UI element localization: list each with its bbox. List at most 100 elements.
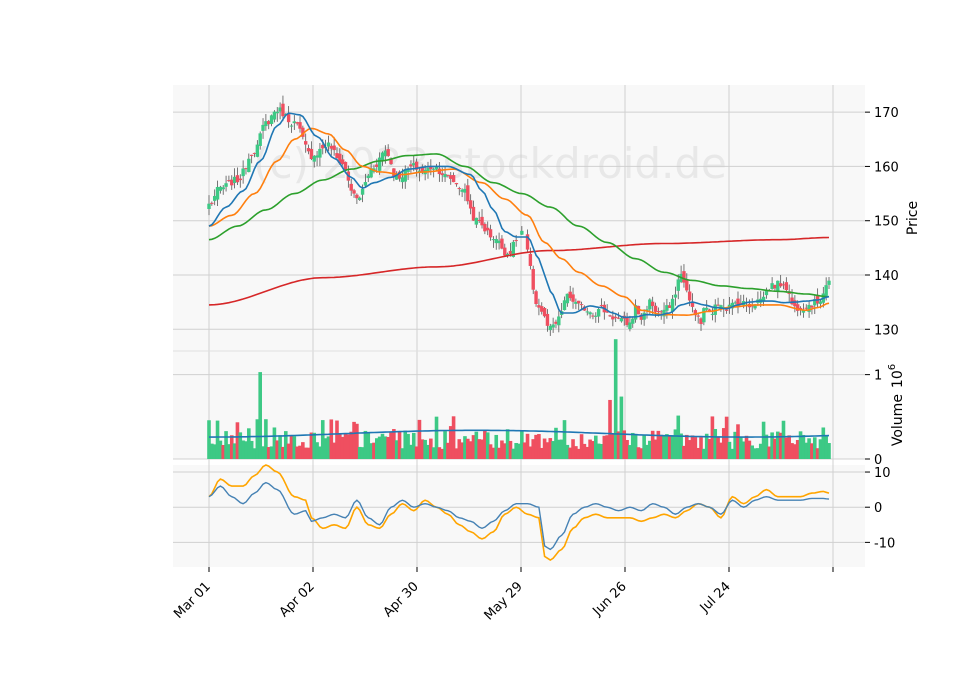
volume-bar-up: [520, 430, 524, 459]
volume-bar-down: [534, 434, 538, 459]
volume-bar-down: [301, 442, 305, 459]
candle-down: [810, 305, 814, 308]
volume-bar-down: [568, 447, 572, 459]
candle-down: [449, 175, 453, 179]
candle-up: [369, 168, 373, 178]
candle-down: [542, 307, 547, 317]
volume-bar-up: [753, 448, 757, 459]
candle-up: [275, 111, 279, 114]
volume-bar-down: [446, 442, 450, 459]
candle-up: [431, 168, 436, 170]
candle-up: [574, 301, 578, 304]
candle-down: [298, 122, 302, 129]
volume-bar-down: [349, 431, 354, 459]
candle-up: [770, 283, 774, 290]
volume-bar-up: [619, 396, 624, 459]
volume-bar-up: [312, 432, 317, 459]
candle-up: [400, 177, 405, 183]
candle-up: [395, 175, 399, 180]
volume-bar-up: [801, 434, 806, 459]
volume-bar-down: [397, 431, 402, 459]
volume-bar-down: [420, 439, 425, 459]
volume-bar-up: [628, 445, 632, 459]
volume-bar-down: [542, 438, 547, 459]
candle-down: [656, 310, 661, 313]
candle-down: [244, 168, 248, 170]
candle-down: [409, 164, 413, 167]
candle-down: [451, 175, 456, 183]
volume-bar-up: [269, 446, 274, 459]
volume-bar-down: [477, 439, 481, 459]
volume-bar-down: [690, 435, 695, 459]
volume-bar-down: [767, 446, 772, 459]
candle-up: [818, 301, 823, 304]
volume-bar-down: [625, 439, 629, 459]
candle-down: [781, 284, 786, 286]
volume-bar-down: [574, 446, 578, 459]
candle-down: [414, 161, 419, 170]
volume-bar-up: [821, 427, 826, 459]
x-tick-label: Apr 02: [277, 579, 318, 620]
volume-bar-up: [679, 433, 683, 459]
candle-down: [599, 305, 604, 307]
oscillator-panel: [173, 465, 865, 567]
volume-bar-up: [409, 444, 413, 459]
candle-down: [724, 309, 729, 311]
candle-down: [653, 305, 658, 312]
volume-bar-down: [653, 439, 658, 459]
candle-down: [796, 304, 800, 311]
volume-bar-up: [670, 435, 675, 459]
volume-bar-down: [508, 440, 513, 459]
candle-up: [491, 239, 496, 241]
candle-up: [548, 325, 552, 331]
candle-up: [426, 167, 430, 172]
volume-bar-down: [448, 426, 453, 459]
candle-up: [315, 155, 319, 158]
volume-bar-up: [704, 433, 709, 459]
volume-bar-down: [605, 435, 609, 459]
volume-bar-down: [309, 432, 314, 459]
volume-bar-down: [548, 438, 553, 459]
candle-down: [457, 188, 461, 190]
volume-bar-down: [636, 447, 641, 459]
volume-bar-down: [667, 436, 672, 459]
volume-bar-up: [642, 435, 646, 459]
candle-down: [352, 190, 356, 194]
volume-y-tick-label: 0: [874, 453, 882, 468]
volume-bar-up: [807, 438, 811, 459]
candle-up: [363, 182, 368, 186]
volume-bar-down: [622, 430, 627, 459]
candle-up: [733, 302, 737, 304]
volume-bar-up: [426, 444, 430, 459]
candle-down: [303, 141, 308, 145]
candle-down: [577, 300, 581, 304]
candle-down: [338, 153, 342, 164]
price-y-tick-label: 170: [874, 106, 899, 121]
volume-bar-down: [815, 448, 820, 459]
volume-bar-up: [551, 441, 555, 459]
volume-exponent-base: 10: [890, 370, 906, 388]
candle-up: [827, 280, 831, 285]
candle-up: [218, 186, 223, 191]
volume-bar-down: [810, 443, 814, 459]
volume-bar-up: [770, 432, 774, 459]
volume-bar-up: [264, 419, 268, 459]
candle-up: [412, 163, 416, 166]
volume-bar-up: [443, 431, 447, 459]
volume-bar-down: [392, 429, 396, 459]
volume-bar-up: [517, 443, 521, 459]
volume-bar-up: [292, 436, 297, 459]
volume-bar-up: [326, 436, 331, 459]
candle-up: [557, 316, 561, 326]
volume-bar-up: [741, 441, 746, 459]
volume-bar-down: [724, 416, 729, 459]
candle-down: [420, 166, 425, 173]
volume-bar-down: [744, 435, 749, 459]
volume-bar-down: [716, 437, 720, 459]
x-tick-label: Apr 30: [381, 579, 422, 620]
candle-up: [360, 188, 365, 195]
volume-bar-down: [659, 434, 664, 459]
volume-bar-down: [488, 444, 493, 459]
volume-bar-up: [318, 446, 322, 459]
candle-down: [773, 284, 777, 289]
